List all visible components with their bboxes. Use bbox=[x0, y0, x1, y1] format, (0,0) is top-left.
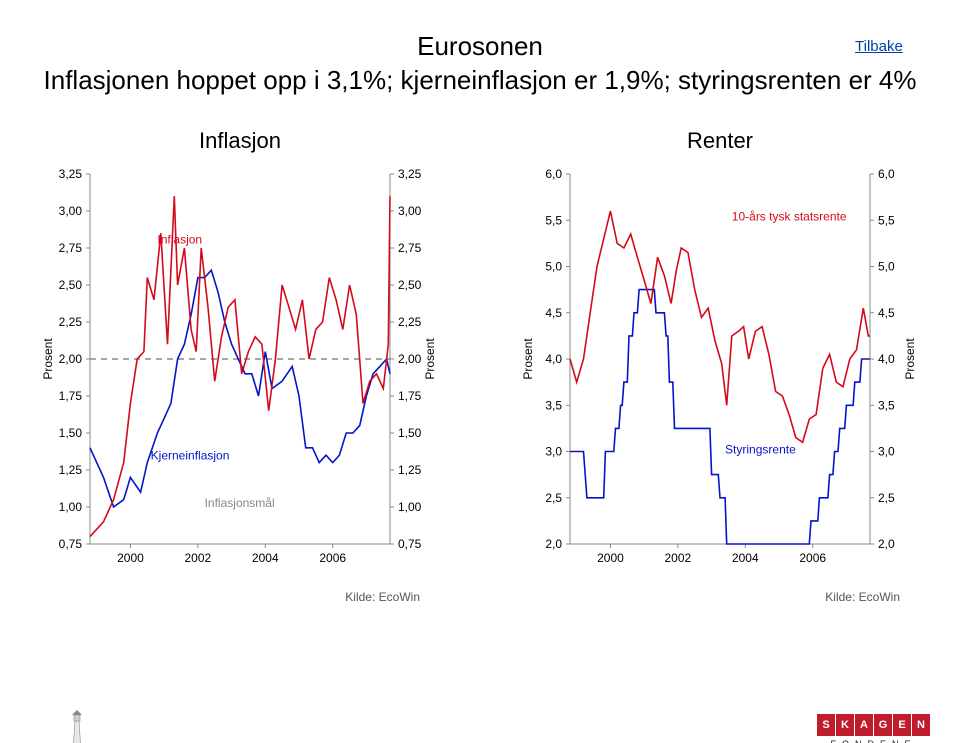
svg-text:3,5: 3,5 bbox=[545, 398, 562, 412]
svg-text:2,50: 2,50 bbox=[59, 278, 83, 292]
svg-text:2006: 2006 bbox=[799, 551, 826, 565]
lighthouse-icon bbox=[60, 701, 94, 743]
svg-text:Prosent: Prosent bbox=[41, 337, 55, 379]
svg-text:4,5: 4,5 bbox=[878, 305, 895, 319]
svg-text:Prosent: Prosent bbox=[903, 337, 917, 379]
svg-text:1,75: 1,75 bbox=[398, 389, 422, 403]
page-title: Eurosonen Inflasjonen hoppet opp i 3,1%;… bbox=[0, 30, 960, 98]
chart-left-wrap: Inflasjon 0,75 0,75 1,00 1,00 1,25 1,25 1,50 1,… bbox=[35, 128, 445, 604]
svg-text:2004: 2004 bbox=[252, 551, 279, 565]
svg-text:4,0: 4,0 bbox=[878, 352, 895, 366]
svg-text:3,00: 3,00 bbox=[398, 204, 422, 218]
chart-left-title: Inflasjon bbox=[199, 128, 281, 154]
title-line-2: Inflasjonen hoppet opp i 3,1%; kjerneinf… bbox=[44, 65, 917, 95]
svg-text:Inflasjon: Inflasjon bbox=[157, 232, 202, 246]
svg-text:2,0: 2,0 bbox=[878, 537, 895, 551]
svg-text:6,0: 6,0 bbox=[545, 167, 562, 181]
svg-text:2,25: 2,25 bbox=[59, 315, 83, 329]
svg-text:Prosent: Prosent bbox=[521, 337, 535, 379]
rates-chart: 2,0 2,0 2,5 2,5 3,0 3,0 3,5 3,5 4,0 4,0 4,5 4,5 5,0 5… bbox=[515, 164, 925, 584]
svg-text:4,5: 4,5 bbox=[545, 305, 562, 319]
svg-text:3,0: 3,0 bbox=[878, 444, 895, 458]
svg-text:3,0: 3,0 bbox=[545, 444, 562, 458]
svg-text:1,00: 1,00 bbox=[398, 500, 422, 514]
svg-text:5,5: 5,5 bbox=[545, 213, 562, 227]
svg-text:Prosent: Prosent bbox=[423, 337, 437, 379]
svg-text:1,50: 1,50 bbox=[398, 426, 422, 440]
svg-text:Inflasjonsmål: Inflasjonsmål bbox=[205, 496, 275, 510]
logo-letter: N bbox=[912, 714, 930, 736]
svg-text:2,5: 2,5 bbox=[545, 490, 562, 504]
skagen-logo: SKAGEN FONDENE bbox=[817, 714, 930, 743]
svg-text:2,75: 2,75 bbox=[59, 241, 83, 255]
svg-text:6,0: 6,0 bbox=[878, 167, 895, 181]
chart-right-title: Renter bbox=[687, 128, 753, 154]
svg-text:4,0: 4,0 bbox=[545, 352, 562, 366]
svg-text:2000: 2000 bbox=[117, 551, 144, 565]
svg-text:1,00: 1,00 bbox=[59, 500, 83, 514]
svg-text:1,25: 1,25 bbox=[59, 463, 83, 477]
svg-text:2,0: 2,0 bbox=[545, 537, 562, 551]
svg-text:5,0: 5,0 bbox=[545, 259, 562, 273]
logo-letter: E bbox=[893, 714, 911, 736]
charts-row: Inflasjon 0,75 0,75 1,00 1,00 1,25 1,25 1,50 1,… bbox=[0, 128, 960, 604]
svg-text:2,00: 2,00 bbox=[398, 352, 422, 366]
svg-text:5,0: 5,0 bbox=[878, 259, 895, 273]
svg-text:2,00: 2,00 bbox=[59, 352, 83, 366]
svg-text:2,50: 2,50 bbox=[398, 278, 422, 292]
svg-text:2004: 2004 bbox=[732, 551, 759, 565]
inflation-chart: 0,75 0,75 1,00 1,00 1,25 1,25 1,50 1,50 1,75 1,75… bbox=[35, 164, 445, 584]
svg-text:3,00: 3,00 bbox=[59, 204, 83, 218]
footer: Det er forskjell på fond SKAGEN FONDENE bbox=[0, 699, 960, 743]
svg-text:2,25: 2,25 bbox=[398, 315, 422, 329]
source-right: Kilde: EcoWin bbox=[825, 590, 900, 604]
svg-text:1,25: 1,25 bbox=[398, 463, 422, 477]
svg-text:2006: 2006 bbox=[319, 551, 346, 565]
svg-text:3,5: 3,5 bbox=[878, 398, 895, 412]
svg-text:3,25: 3,25 bbox=[398, 167, 422, 181]
logo-letter: K bbox=[836, 714, 854, 736]
svg-text:2002: 2002 bbox=[185, 551, 212, 565]
svg-text:1,50: 1,50 bbox=[59, 426, 83, 440]
svg-text:2002: 2002 bbox=[665, 551, 692, 565]
svg-text:5,5: 5,5 bbox=[878, 213, 895, 227]
title-line-1: Eurosonen bbox=[417, 31, 543, 61]
chart-right-wrap: Renter 2,0 2,0 2,5 2,5 3,0 3,0 3,5 3,5 4,0 4,0 4,5… bbox=[515, 128, 925, 604]
svg-text:10-års tysk statsrente: 10-års tysk statsrente bbox=[732, 209, 847, 223]
logo-letter: A bbox=[855, 714, 873, 736]
svg-text:Kjerneinflasjon: Kjerneinflasjon bbox=[151, 448, 230, 462]
back-link[interactable]: Tilbake bbox=[855, 38, 903, 55]
logo-letter: S bbox=[817, 714, 835, 736]
svg-text:1,75: 1,75 bbox=[59, 389, 83, 403]
svg-text:2,75: 2,75 bbox=[398, 241, 422, 255]
svg-text:3,25: 3,25 bbox=[59, 167, 83, 181]
svg-text:2000: 2000 bbox=[597, 551, 624, 565]
logo-sub: FONDENE bbox=[830, 739, 916, 743]
source-left: Kilde: EcoWin bbox=[345, 590, 420, 604]
svg-text:0,75: 0,75 bbox=[59, 537, 83, 551]
svg-text:2,5: 2,5 bbox=[878, 490, 895, 504]
logo-letter: G bbox=[874, 714, 892, 736]
svg-text:0,75: 0,75 bbox=[398, 537, 422, 551]
svg-text:Styringsrente: Styringsrente bbox=[725, 442, 796, 456]
